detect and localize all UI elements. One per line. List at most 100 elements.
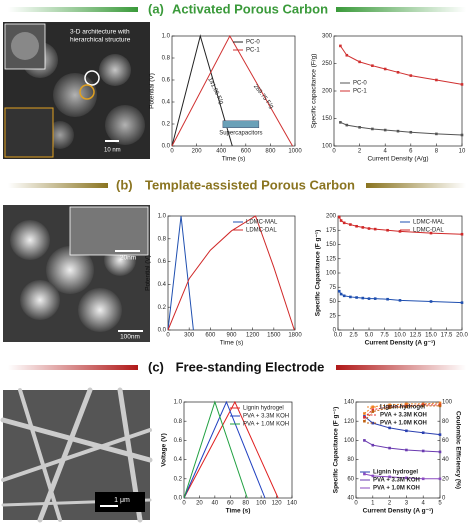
icon [222, 120, 260, 129]
data-point [371, 64, 374, 67]
y-tick-label: 0.2 [158, 305, 167, 311]
y-tick-label: 0.4 [158, 282, 167, 288]
x-axis-label: Time (s) [220, 340, 244, 347]
data-point [355, 224, 358, 228]
section-label: (c) [148, 359, 164, 374]
x-tick-label: 2 [358, 149, 362, 155]
y-axis-label: Specific Capacitance (F g⁻¹) [333, 407, 340, 494]
data-point [373, 227, 377, 231]
annotation: Supercapacitors [219, 130, 262, 136]
x-tick-label: 2.5 [349, 333, 358, 339]
x-tick-label: 1500 [267, 333, 281, 339]
data-point [398, 230, 402, 233]
data-point [421, 449, 425, 453]
legend-label: PVA + 1.0M KOH [380, 421, 427, 427]
x-tick-label: 300 [184, 333, 195, 339]
data-point [429, 231, 433, 235]
legend-label: PVA + 3.3M KOH [380, 413, 427, 419]
x-tick-label: 140 [287, 501, 298, 507]
y-tick-label: 1.0 [162, 34, 171, 40]
data-point [339, 121, 342, 124]
data-point [421, 477, 425, 481]
x-axis-label: Current Density (A/g) [367, 156, 428, 163]
y-tick-label: 0.0 [162, 144, 171, 150]
section-header: (a) Activated Porous Carbon [8, 1, 466, 16]
y-tick-label: 40 [347, 496, 354, 502]
x-tick-label: 400 [216, 149, 227, 155]
data-point [438, 450, 442, 454]
data-point [435, 132, 438, 136]
y-tick-label: 300 [322, 34, 333, 40]
data-point [383, 67, 387, 71]
legend-label: PVA + 3.3M KOH [373, 478, 420, 484]
x-tick-label: 0.0 [334, 333, 343, 339]
header-bar [336, 365, 466, 370]
data-point [363, 472, 366, 476]
x-tick-label: 0 [332, 149, 336, 155]
data-point [460, 133, 464, 137]
data-point [361, 226, 365, 229]
chart: 0 20 40 60 80 100 120 140 0.0 0.2 0.4 0.6 0.8 1.0 Time… [161, 400, 298, 515]
data-point [405, 402, 408, 406]
data-point [349, 295, 352, 299]
y-tick-label: 0.4 [174, 457, 183, 463]
x-tick-label: 3 [405, 501, 409, 507]
section-label: (b) [116, 177, 133, 192]
data-point [405, 429, 408, 433]
y2-tick-label: 0 [442, 496, 446, 502]
series-line [183, 400, 266, 499]
legend-label: PC-1 [246, 48, 260, 54]
y-tick-label: 0 [333, 328, 337, 334]
y-axis-label: Specific capacitance (F/g) [311, 54, 318, 129]
y-tick-label: 1.0 [174, 400, 183, 406]
series-line [340, 121, 463, 136]
data-point [460, 301, 464, 304]
chart: 0 1 2 3 4 5 40 60 80 100 120 140 0 20 40 60 80 100 Current… [333, 400, 462, 515]
data-point [363, 439, 366, 442]
series-line [183, 400, 248, 499]
series-line [364, 405, 440, 422]
scale-label: 1 μm [114, 497, 130, 504]
section-title: Activated Porous Carbon [172, 1, 328, 16]
x-tick-label: 12.5 [410, 333, 422, 339]
y2-tick-label: 80 [442, 419, 449, 425]
y-tick-label: 80 [347, 457, 354, 463]
y-tick-label: 1.0 [158, 214, 167, 220]
x-tick-label: 15.0 [425, 333, 437, 339]
series-line [167, 215, 194, 331]
y-tick-label: 100 [326, 271, 337, 277]
x-tick-label: 80 [242, 501, 249, 507]
legend-label: PC-0 [246, 40, 260, 46]
x-tick-label: 20 [196, 501, 203, 507]
data-point [337, 215, 341, 219]
section-title: Free-standing Electrode [176, 359, 325, 374]
y-tick-label: 100 [322, 144, 333, 150]
x-tick-label: 4 [384, 149, 388, 155]
x-tick-label: 1800 [288, 333, 302, 339]
data-point [367, 297, 371, 300]
x-tick-label: 1200 [246, 333, 260, 339]
data-point [345, 53, 349, 57]
y-tick-label: 25 [329, 313, 336, 319]
legend-label: Lignin hydrogel [373, 470, 418, 476]
data-point [409, 74, 413, 77]
scale-label: 100nm [120, 334, 140, 341]
header-bar [8, 183, 108, 188]
header-bar [8, 365, 138, 370]
data-point [396, 71, 400, 74]
y-tick-label: 60 [347, 476, 354, 482]
x-tick-label: 200 [192, 149, 203, 155]
data-point [371, 421, 375, 425]
y-tick-label: 0.6 [174, 438, 183, 444]
x-tick-label: 17.5 [441, 333, 453, 339]
y-axis-label: Potential (V) [149, 73, 156, 109]
data-point [438, 433, 442, 436]
data-point [429, 300, 433, 303]
data-point [405, 405, 408, 409]
chart: 0 300 600 900 1200 1500 1800 0.0 0.2 0.4 0.6 0.8 1.0… [145, 214, 303, 347]
legend-label: LDMC-MAL [246, 220, 278, 226]
x-tick-label: 0 [182, 501, 186, 507]
sem-image: 1 μm [0, 387, 153, 523]
x-tick-label: 100 [256, 501, 267, 507]
series-line [364, 404, 440, 418]
